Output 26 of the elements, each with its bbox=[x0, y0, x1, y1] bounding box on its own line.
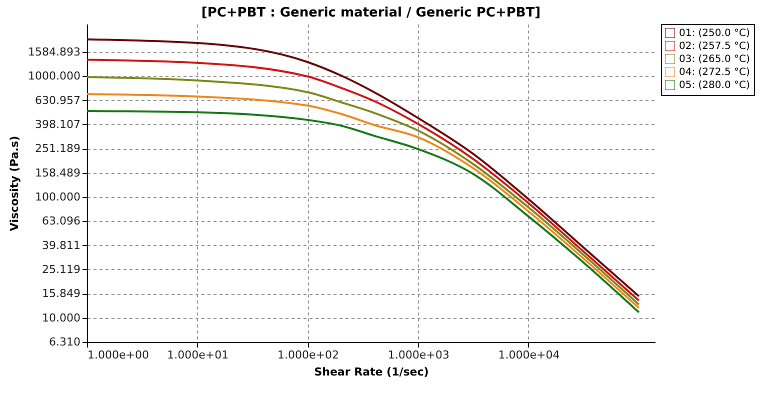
y-tick-label: 63.096 bbox=[42, 214, 80, 228]
legend-label: 03: (265.0 °C) bbox=[679, 54, 750, 65]
y-tick-label: 398.107 bbox=[35, 118, 80, 131]
y-tick-label: 39.811 bbox=[42, 238, 80, 252]
x-tick-label: 1.000e+02 bbox=[278, 348, 339, 362]
legend-label: 02: (257.5 °C) bbox=[679, 41, 750, 52]
y-tick-label: 10.000 bbox=[42, 311, 80, 324]
y-tick-label: 1584.893 bbox=[28, 45, 80, 58]
y-tick-label: 630.957 bbox=[35, 94, 80, 107]
x-tick-label: 1.000e+01 bbox=[167, 348, 229, 362]
y-tick-label: 158.489 bbox=[35, 166, 80, 180]
x-tick-label: 1.000e+04 bbox=[498, 348, 560, 362]
x-tick-label: 1.000e+00 bbox=[88, 348, 149, 362]
y-axis-title: Viscosity (Pa.s) bbox=[8, 136, 22, 232]
legend-label: 01: (250.0 °C) bbox=[679, 28, 750, 39]
x-tick-label: 1.000e+03 bbox=[388, 348, 450, 362]
chart-title: [PC+PBT : Generic material / Generic PC+PBT] bbox=[201, 6, 541, 20]
legend-label: 05: (280.0 °C) bbox=[679, 80, 750, 91]
y-tick-label: 15.849 bbox=[42, 287, 80, 300]
y-tick-label: 1000.000 bbox=[28, 70, 80, 83]
y-tick-label: 25.119 bbox=[42, 262, 80, 276]
legend-label: 04: (272.5 °C) bbox=[679, 67, 750, 78]
x-axis-title: Shear Rate (1/sec) bbox=[314, 366, 429, 378]
y-tick-label: 100.000 bbox=[35, 190, 80, 204]
y-tick-label: 251.189 bbox=[35, 142, 80, 156]
y-tick-label: 6.310 bbox=[49, 336, 80, 348]
